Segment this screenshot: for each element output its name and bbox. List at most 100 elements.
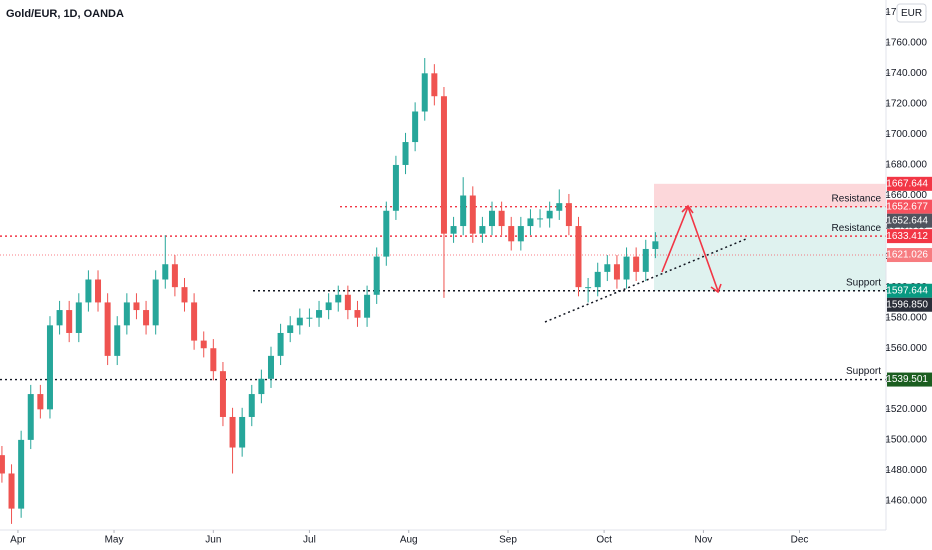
price-tag-label: 1597.644 [886,285,928,296]
candle-body [56,310,63,326]
y-tick-label: 1520.000 [885,404,927,415]
candle-body [421,73,428,112]
y-tick-label: 1720.000 [885,99,927,110]
x-tick-label: Sep [499,535,517,546]
candle-body [46,325,53,410]
candle-body [392,164,399,211]
candle-body [585,287,592,289]
price-tag-label: 1652.644 [886,215,928,226]
candle-body [95,279,102,303]
y-tick-label: 1580.000 [885,312,927,323]
candle-body [8,473,15,509]
price-tag [887,297,932,312]
candle-body [316,310,323,318]
candle-body [508,226,515,242]
candle-body [239,416,246,448]
y-tick-label: 1560.000 [885,343,927,354]
candle-body [219,371,226,417]
price-tag [887,213,932,228]
candle-body [527,218,534,227]
candle-body [460,195,467,227]
candle-body [373,256,380,295]
price-tag [887,372,932,387]
candle-body [229,416,236,448]
level-label: Support [846,277,881,288]
y-tick-label: 1680.000 [885,160,927,171]
candle-body [344,294,351,311]
candle-body [287,325,294,333]
candle-body [469,195,476,234]
price-tag-label: 1596.850 [886,299,928,310]
price-tag [887,248,932,263]
y-tick-label: 1660.000 [885,190,927,201]
candle-body [296,317,303,326]
candle-body [114,325,121,356]
candle-body [623,256,630,280]
candle-body [18,439,25,509]
trend-line [544,238,747,323]
candle-body [210,348,217,372]
price-tag [887,229,932,244]
candle-body [162,264,169,280]
candle-body [143,310,150,326]
candle-body [306,317,313,319]
price-tag-label: 1667.644 [886,178,928,189]
stop-zone [654,183,886,207]
candle-body [181,287,188,303]
x-tick-label: Jul [303,535,316,546]
candle-body [633,256,640,272]
x-tick-label: Apr [10,535,26,546]
candle-body [450,226,457,234]
x-tick-label: May [105,535,124,546]
candle-body [325,302,332,311]
price-tag-label: 1652.677 [886,201,928,212]
candle-body [171,264,178,288]
y-tick-label: 1480.000 [885,465,927,476]
x-tick-label: Aug [400,535,418,546]
price-tag [887,199,932,214]
candle-body [267,355,274,379]
candle-body [546,210,553,219]
candle-body [604,264,611,272]
candle-body [277,332,284,356]
y-tick-label: 1500.000 [885,435,927,446]
y-tick-label: 1700.000 [885,129,927,140]
candle-body [383,210,390,257]
candle-body [152,279,159,326]
y-tick-label: 1460.000 [885,496,927,507]
candle-body [440,96,447,234]
x-tick-label: Jun [205,535,221,546]
price-tag-label: 1621.026 [886,250,928,261]
chart-title: Gold/EUR, 1D, OANDA [6,8,124,20]
candle-body [37,394,44,410]
price-tag-label: 1539.501 [886,374,928,385]
candle-body [412,111,419,143]
price-tag [887,176,932,191]
candle-body [402,142,409,165]
arrow-head [710,283,722,294]
candle-body [258,378,265,395]
x-tick-label: Nov [695,535,713,546]
candle-body [489,210,496,227]
candle-body [652,241,659,249]
candle-body [575,226,582,288]
candle-body [0,455,5,474]
arrow-head [681,204,694,214]
candle-body [498,210,505,227]
x-tick-label: Dec [791,535,809,546]
candle-body [364,294,371,318]
level-label: Resistance [832,193,882,204]
price-tag-label: 1633.412 [886,231,928,242]
candle-body [642,248,649,272]
candle-body [431,73,438,97]
candle-body [85,279,92,303]
candle-body [123,302,130,326]
currency-button[interactable] [896,3,927,23]
currency-label: EUR [901,8,922,19]
price-tag [887,283,932,298]
candle-body [517,226,524,242]
candle-body [200,340,207,349]
level-label: Support [846,366,881,377]
candle-body [613,264,620,280]
